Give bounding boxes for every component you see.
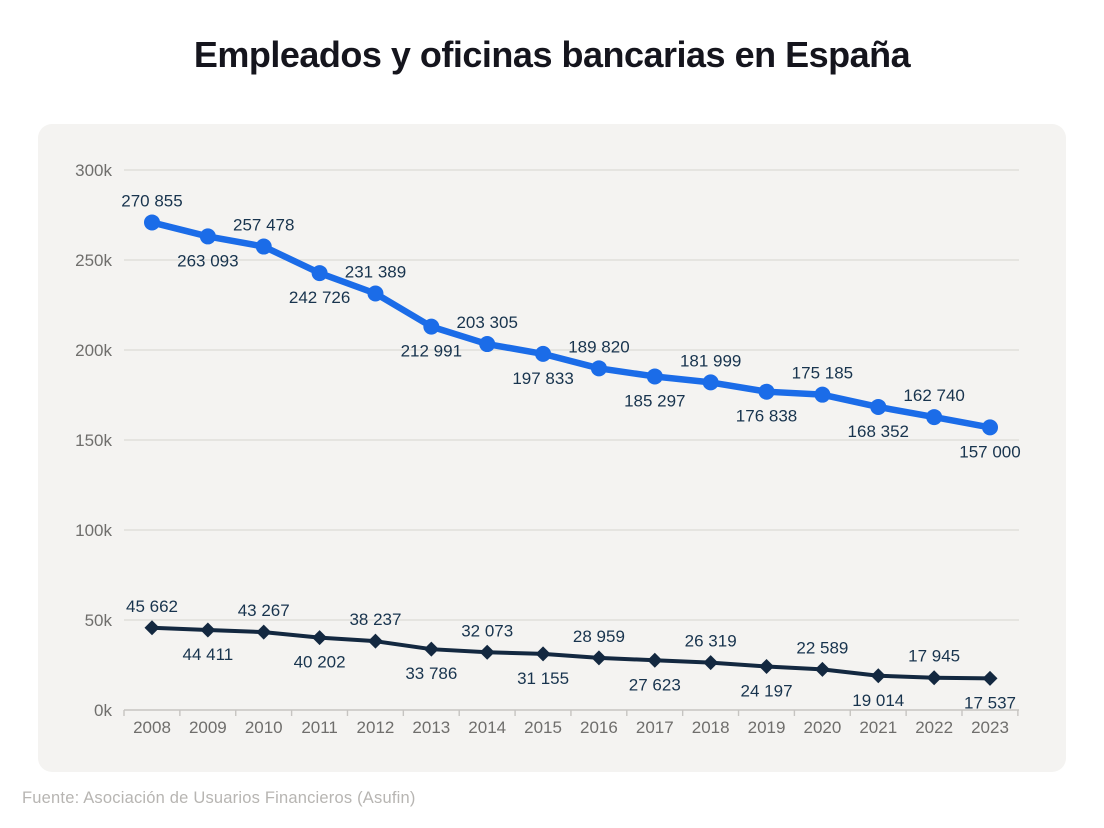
chart-text: 17 537 — [964, 693, 1016, 712]
chart-card: 0k 50k 100k 150k 200k 250k 300k 2008 2009 2010 201… — [38, 124, 1066, 772]
chart-text: 2008 — [133, 718, 171, 737]
chart-text: 43 267 — [238, 601, 290, 620]
circle-marker — [255, 238, 272, 255]
chart-text: 24 197 — [741, 681, 793, 700]
circle-marker — [870, 398, 887, 415]
diamond-marker — [144, 620, 160, 636]
chart-text: 162 740 — [903, 386, 964, 405]
chart-text: 200k — [75, 341, 112, 360]
circle-marker — [982, 419, 999, 436]
diamond-marker — [870, 668, 886, 684]
chart-text: 2019 — [748, 718, 786, 737]
chart-text: 2018 — [692, 718, 730, 737]
chart-text: 2023 — [971, 718, 1009, 737]
circle-marker — [479, 336, 496, 353]
circle-marker — [423, 318, 440, 335]
chart-text: 150k — [75, 431, 112, 450]
circle-marker — [702, 374, 719, 391]
diamond-marker — [814, 661, 830, 677]
circle-marker — [367, 285, 384, 302]
diamond-marker — [423, 641, 439, 657]
circle-marker — [646, 368, 663, 385]
diamond-marker — [647, 652, 663, 668]
chart-text: 2016 — [580, 718, 618, 737]
diamond-marker — [200, 622, 216, 638]
chart-text: 26 319 — [685, 632, 737, 651]
chart-text: 17 945 — [908, 647, 960, 666]
diamond-marker — [759, 658, 775, 674]
chart-text: 2009 — [189, 718, 227, 737]
chart-text: 40 202 — [294, 653, 346, 672]
chart-text: 157 000 — [959, 442, 1020, 461]
chart-text: 2014 — [468, 718, 506, 737]
chart-text: 2020 — [803, 718, 841, 737]
chart-text: 197 833 — [512, 369, 573, 388]
series-line-empleados — [148, 219, 994, 431]
chart-text: 270 855 — [121, 191, 182, 210]
circle-marker — [311, 265, 328, 282]
chart-text: 181 999 — [680, 351, 741, 370]
chart-text: 28 959 — [573, 627, 625, 646]
circle-marker — [535, 345, 552, 362]
chart-text: 27 623 — [629, 675, 681, 694]
chart-text: 250k — [75, 251, 112, 270]
chart-text: 231 389 — [345, 262, 406, 281]
chart-text: 100k — [75, 521, 112, 540]
circle-marker — [590, 360, 607, 377]
chart-text: 300k — [75, 161, 112, 180]
chart-text: 242 726 — [289, 288, 350, 307]
diamond-marker — [535, 646, 551, 662]
chart-text: 2021 — [859, 718, 897, 737]
chart-text: 33 786 — [405, 664, 457, 683]
chart-text: 212 991 — [401, 342, 462, 361]
chart-text: 2017 — [636, 718, 674, 737]
circle-marker — [814, 386, 831, 403]
chart-text: 31 155 — [517, 669, 569, 688]
diamond-marker — [982, 670, 998, 686]
chart-text: 32 073 — [461, 621, 513, 640]
chart-text: 189 820 — [568, 337, 629, 356]
chart-text: 22 589 — [796, 638, 848, 657]
diamond-marker — [703, 655, 719, 671]
chart-text: 50k — [85, 611, 113, 630]
chart-text: 2010 — [245, 718, 283, 737]
chart-text: 19 014 — [852, 691, 904, 710]
chart-text: 2022 — [915, 718, 953, 737]
chart-text: 168 352 — [848, 422, 909, 441]
chart-text: 263 093 — [177, 251, 238, 270]
diamond-marker — [479, 644, 495, 660]
series-line-oficinas-bancarias — [150, 625, 993, 681]
source-note: Fuente: Asociación de Usuarios Financier… — [22, 789, 416, 807]
chart-text: 44 411 — [182, 645, 233, 664]
diamond-marker — [256, 624, 272, 640]
circle-marker — [199, 228, 216, 245]
chart-text: 203 305 — [456, 313, 517, 332]
chart-text: 176 838 — [736, 407, 797, 426]
line-chart: 0k 50k 100k 150k 200k 250k 300k 2008 2009 2010 201… — [75, 161, 1021, 737]
chart-title: Empleados y oficinas bancarias en España — [193, 34, 911, 75]
chart-text: 38 237 — [349, 610, 401, 629]
diamond-marker — [926, 670, 942, 686]
diamond-marker — [367, 633, 383, 649]
chart-text: 0k — [94, 701, 112, 720]
chart-text: 257 478 — [233, 216, 294, 235]
chart-text: 45 662 — [126, 597, 178, 616]
diamond-marker — [312, 630, 328, 646]
chart-text: 2013 — [412, 718, 450, 737]
chart-text: 2012 — [357, 718, 395, 737]
circle-marker — [926, 409, 943, 426]
chart-text: 2011 — [301, 718, 338, 737]
circle-marker — [144, 214, 160, 231]
diamond-marker — [591, 650, 607, 666]
chart-text: 2015 — [524, 718, 562, 737]
circle-marker — [758, 383, 775, 400]
chart-text: 185 297 — [624, 391, 685, 410]
chart-text: 175 185 — [792, 364, 853, 383]
